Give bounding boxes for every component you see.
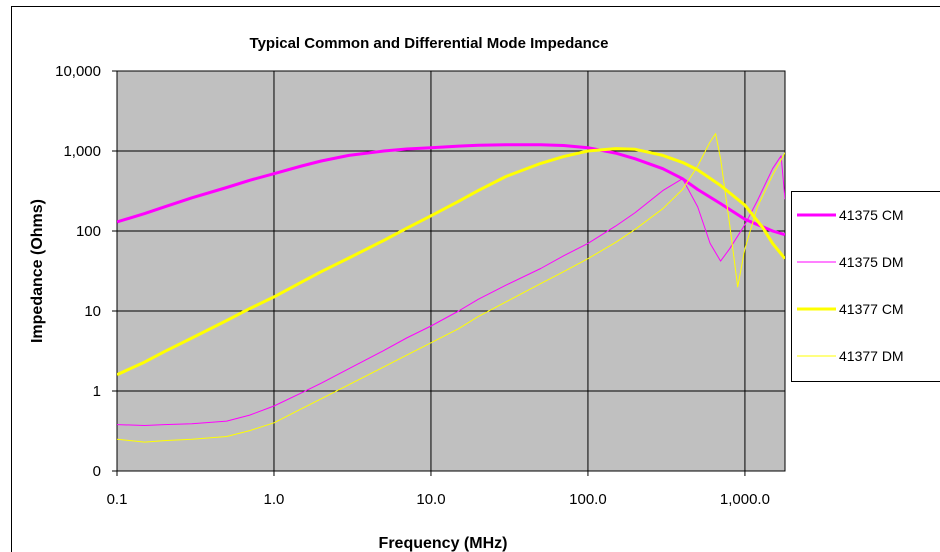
x-tick-label: 10.0 bbox=[416, 491, 445, 508]
grid bbox=[117, 71, 785, 471]
y-tick-label: 10,000 bbox=[55, 63, 101, 80]
plot-area bbox=[117, 71, 785, 471]
x-tick-label: 100.0 bbox=[569, 491, 607, 508]
y-axis: 0 1 10 100 1,000 10,000 bbox=[55, 63, 117, 480]
legend-label-41375-dm: 41375 DM bbox=[839, 254, 904, 270]
series-line-41377-cm bbox=[117, 147, 785, 377]
x-tick-label: 1,000.0 bbox=[720, 491, 770, 508]
x-tick-label: 1.0 bbox=[264, 491, 285, 508]
series-line-41375-cm bbox=[117, 143, 785, 237]
chart-title: Typical Common and Differential Mode Imp… bbox=[250, 35, 609, 52]
legend-label-41377-cm: 41377 CM bbox=[839, 301, 904, 317]
series-line-41377-dm bbox=[117, 133, 785, 443]
plot-border bbox=[116, 70, 786, 472]
legend-label-41375-cm: 41375 CM bbox=[839, 207, 904, 223]
y-tick-label: 1,000 bbox=[63, 143, 101, 160]
legend: 41375 CM 41375 DM 41377 CM 41377 DM bbox=[791, 191, 940, 382]
y-tick-label: 100 bbox=[76, 223, 101, 240]
series-line-41375-dm bbox=[117, 155, 785, 426]
legend-label-41377-dm: 41377 DM bbox=[839, 348, 904, 364]
series-layer bbox=[117, 133, 785, 443]
y-tick-label: 0 bbox=[93, 463, 101, 480]
y-tick-label: 1 bbox=[93, 383, 101, 400]
x-axis: 0.1 1.0 10.0 100.0 1,000.0 bbox=[107, 471, 770, 508]
y-tick-label: 10 bbox=[84, 303, 101, 320]
x-tick-label: 0.1 bbox=[107, 491, 128, 508]
x-axis-label: Frequency (MHz) bbox=[379, 535, 508, 552]
y-axis-label: Impedance (Ohms) bbox=[29, 199, 46, 343]
legend-box bbox=[791, 191, 940, 382]
